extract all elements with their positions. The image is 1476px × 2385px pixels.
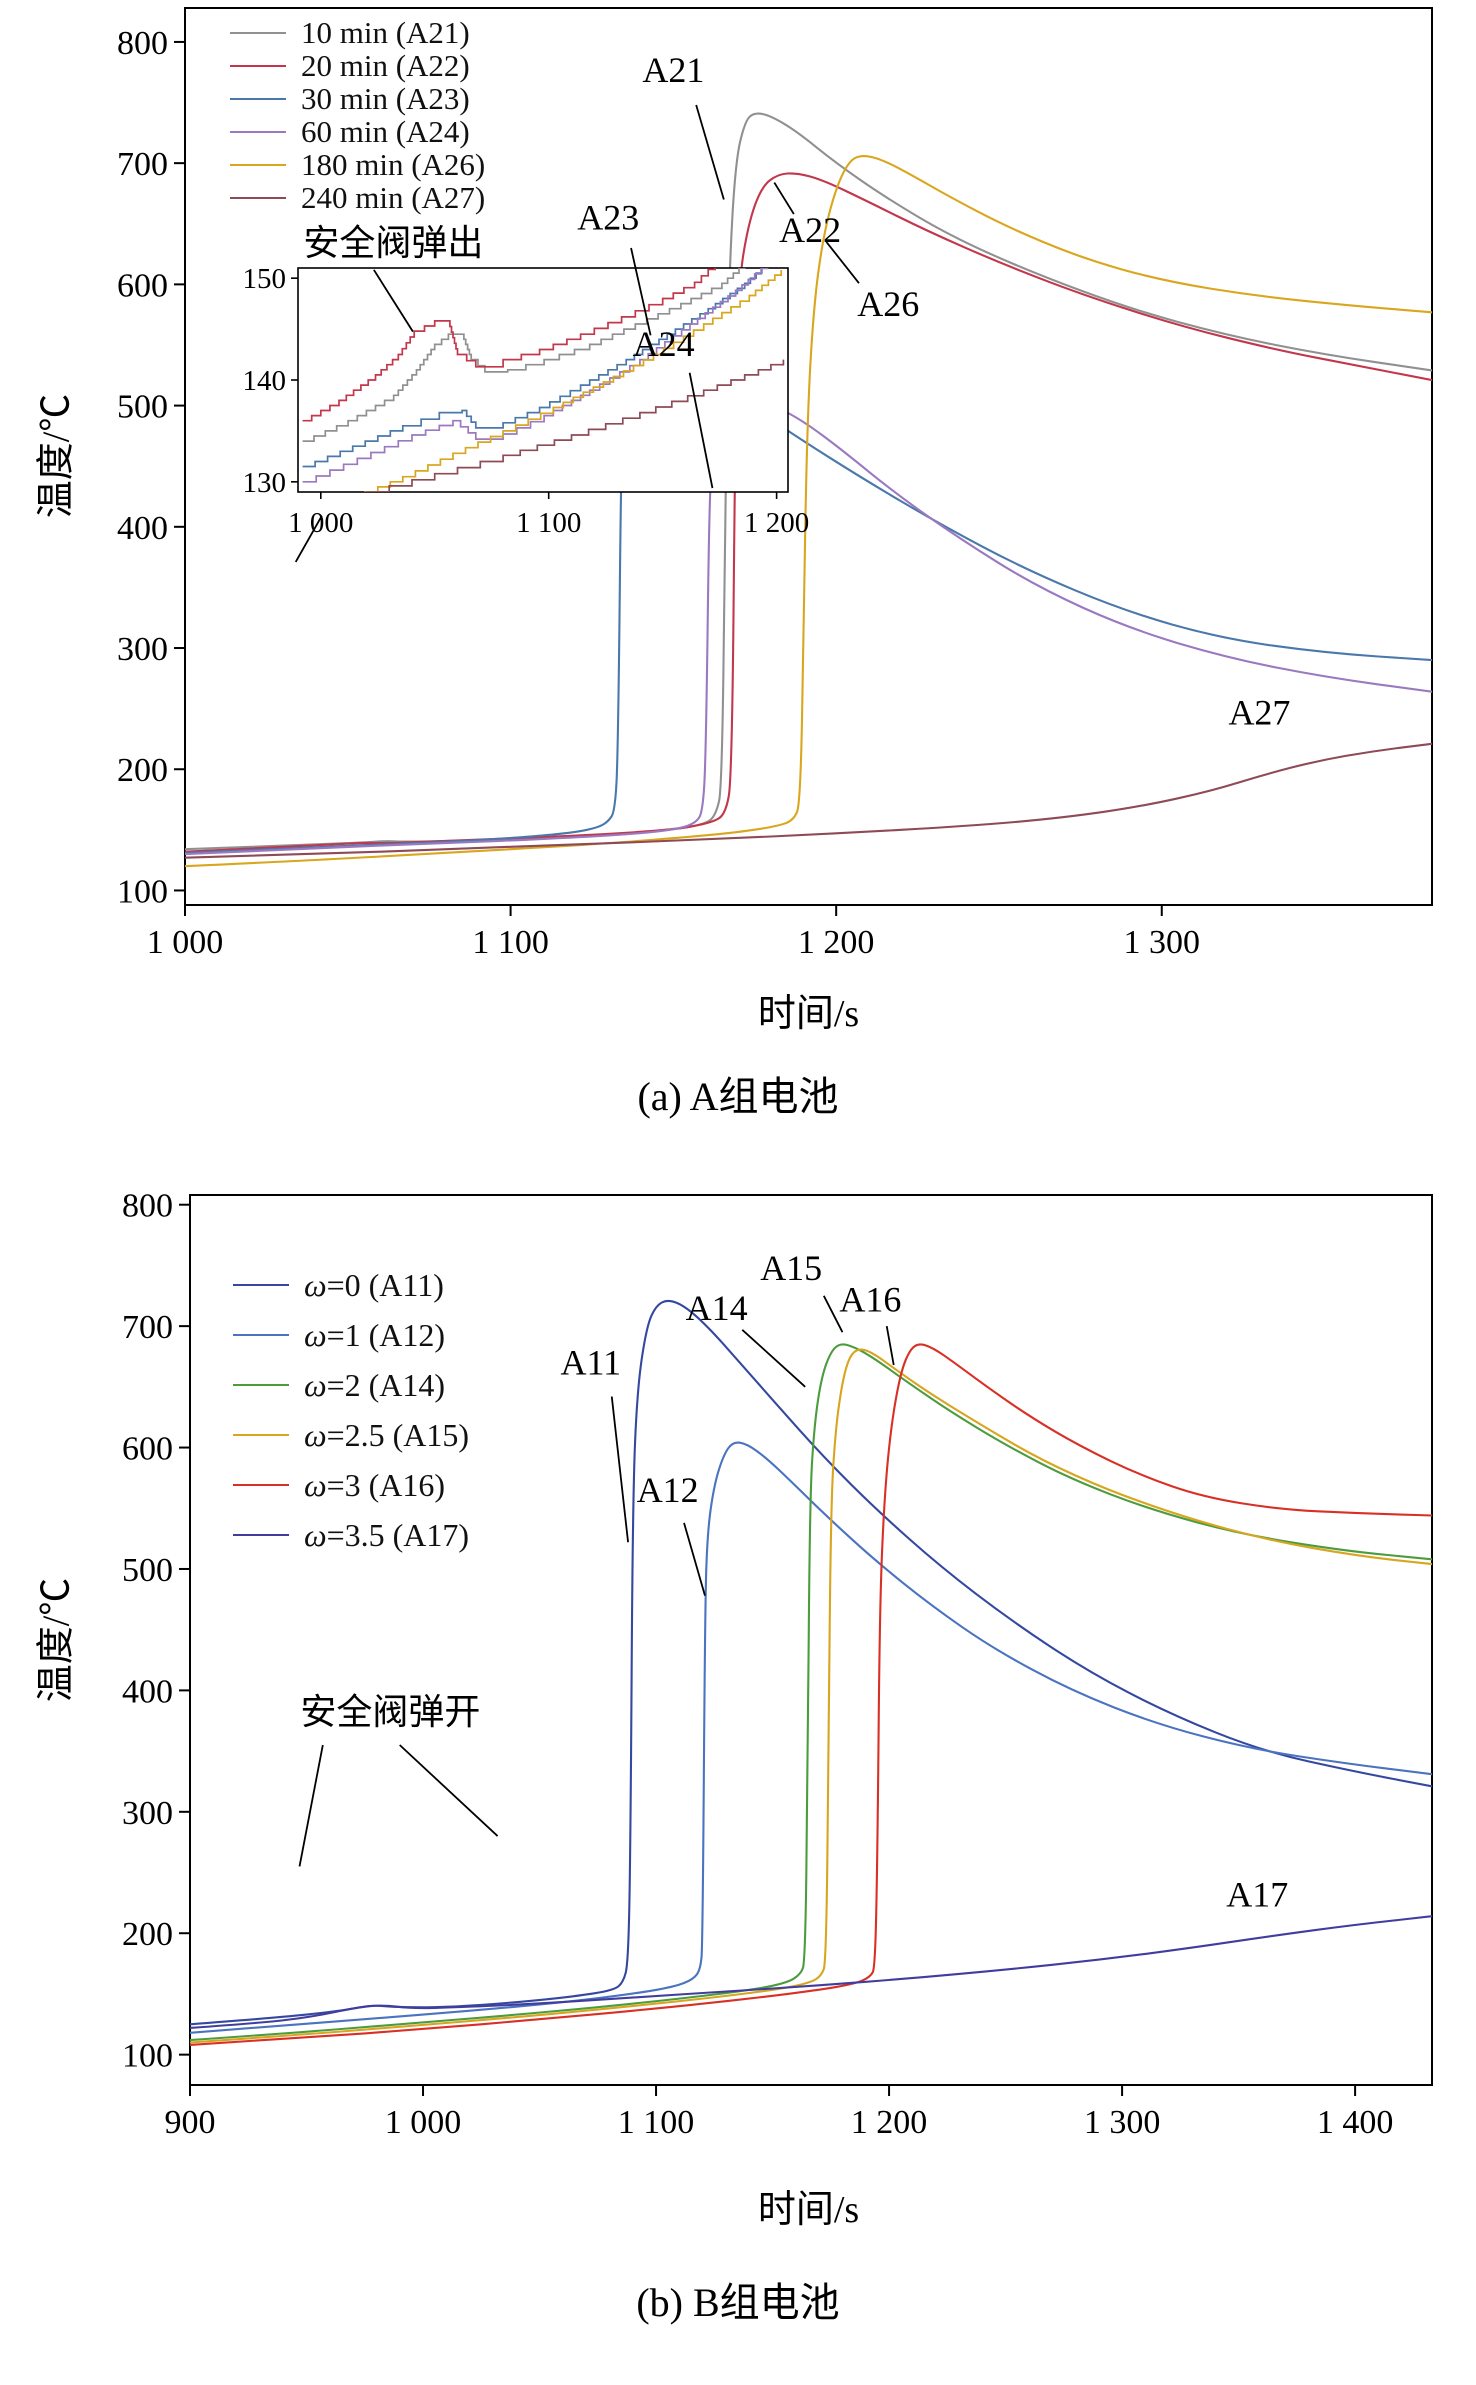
legend-item: 30 min (A23) — [230, 80, 485, 116]
legend-label: 30 min (A23) — [301, 80, 470, 116]
legend-label: 240 min (A27) — [301, 179, 486, 215]
chart-b-y-axis-title: 温度/℃ — [35, 1577, 78, 1703]
legend-label: ω=2 (A14) — [304, 1366, 446, 1403]
y-tick-label: 700 — [117, 146, 168, 183]
inset-y-tick-label: 150 — [243, 263, 287, 295]
x-tick-label: 1 100 — [472, 924, 549, 961]
legend-label: ω=3.5 (A17) — [304, 1516, 470, 1553]
legend-line-sample — [230, 130, 286, 133]
inset-series-A24 — [302, 268, 769, 483]
y-tick-label: 400 — [122, 1673, 173, 1710]
series-A15 — [190, 1348, 1432, 2044]
x-tick-label: 1 300 — [1124, 924, 1201, 961]
legend-item: ω=2 (A14) — [233, 1360, 469, 1410]
y-tick-label: 200 — [117, 752, 168, 789]
chart-a-y-axis-title: 温度/℃ — [35, 393, 78, 519]
y-tick-label: 800 — [117, 25, 168, 62]
inset-series-A21 — [302, 268, 746, 442]
y-tick-label: 600 — [117, 267, 168, 304]
chart-b-x-axis-title: 时间/s — [757, 2189, 860, 2231]
x-tick-label: 1 200 — [851, 2104, 928, 2141]
legend-line-sample — [230, 31, 286, 34]
inset-x-tick-label: 1 000 — [288, 507, 353, 539]
legend-label: 60 min (A24) — [301, 113, 470, 149]
chart-a-plot: 1 000 1 100 1 200 1 300 100 200 300 400 500 600 70… — [117, 7, 1433, 961]
legend-item: ω=2.5 (A15) — [233, 1410, 469, 1460]
chart-a-caption: (a) A组电池 — [637, 1074, 839, 1119]
series-A17 — [190, 1915, 1432, 2029]
legend-line-sample — [233, 1284, 289, 1286]
inset-plot: 1 000 1 100 1 200 130 140 150 — [243, 263, 810, 539]
legend-label: ω=0 (A11) — [304, 1266, 444, 1303]
legend-label: ω=1 (A12) — [304, 1316, 446, 1353]
y-tick-label: 400 — [117, 510, 168, 547]
y-tick-label: 700 — [122, 1309, 173, 1346]
x-tick-label: 1 200 — [798, 924, 875, 961]
y-tick-label: 500 — [117, 389, 168, 426]
y-tick-label: 500 — [122, 1552, 173, 1589]
legend-label: ω=2.5 (A15) — [304, 1416, 470, 1453]
legend-item: ω=3 (A16) — [233, 1460, 469, 1510]
x-tick-label: 1 400 — [1317, 2104, 1394, 2141]
inset-series-A26 — [364, 270, 783, 492]
legend-line-sample — [230, 97, 286, 100]
y-tick-label: 300 — [117, 631, 168, 668]
inset-y-tick-label: 140 — [243, 365, 287, 397]
series-A27 — [185, 742, 1432, 859]
legend-item: 20 min (A22) — [230, 47, 485, 83]
legend-line-sample — [230, 163, 286, 166]
legend-item: ω=1 (A12) — [233, 1310, 469, 1360]
inset-series-A27 — [365, 359, 785, 492]
chart-a-inset: 1 000 1 100 1 200 130 140 150 — [210, 258, 810, 573]
legend-label: 10 min (A21) — [301, 14, 470, 50]
legend-label: 20 min (A22) — [301, 47, 470, 83]
series-A11 — [190, 1299, 1432, 2026]
chart-b-caption: (b) B组电池 — [636, 2280, 840, 2325]
chart-b-legend: ω=0 (A11) ω=1 (A12) ω=2 (A14) ω=2.5 (A15) ω=… — [233, 1260, 469, 1560]
x-tick-label: 1 000 — [385, 2104, 462, 2141]
y-tick-label: 800 — [122, 1188, 173, 1225]
legend-line-sample — [230, 196, 286, 199]
legend-label: ω=3 (A16) — [304, 1466, 446, 1503]
legend-line-sample — [233, 1384, 289, 1386]
plot-frame — [184, 7, 1433, 906]
y-tick-label: 100 — [122, 2038, 173, 2075]
y-tick-label: 300 — [122, 1795, 173, 1832]
x-tick-label: 1 300 — [1084, 2104, 1161, 2141]
series-A16 — [190, 1343, 1432, 2046]
chart-a-x-axis-title: 时间/s — [757, 993, 860, 1035]
legend-item: 60 min (A24) — [230, 113, 485, 149]
x-tick-label: 900 — [165, 2104, 216, 2141]
legend-item: ω=3.5 (A17) — [233, 1510, 469, 1560]
legend-item: ω=0 (A11) — [233, 1260, 469, 1310]
legend-line-sample — [233, 1484, 289, 1486]
inset-x-tick-label: 1 200 — [744, 507, 809, 539]
chart-a-legend: 10 min (A21) 20 min (A22) 30 min (A23) 60 m… — [230, 14, 486, 215]
legend-item: 180 min (A26) — [230, 146, 486, 182]
inset-y-tick-label: 130 — [243, 467, 287, 499]
legend-line-sample — [230, 64, 286, 67]
y-tick-label: 600 — [122, 1431, 173, 1468]
series-A12 — [190, 1441, 1432, 2034]
y-tick-label: 100 — [117, 873, 168, 910]
legend-item: 10 min (A21) — [230, 14, 485, 50]
x-tick-label: 1 100 — [618, 2104, 695, 2141]
legend-item: 240 min (A27) — [230, 179, 486, 215]
chart-b-plot: 900 1 000 1 100 1 200 1 300 1 400 100 200 300 400… — [122, 1188, 1433, 2141]
y-tick-label: 200 — [122, 1916, 173, 1953]
legend-line-sample — [233, 1434, 289, 1436]
inset-x-tick-label: 1 100 — [516, 507, 581, 539]
chart-a: 1 000 1 100 1 200 1 300 100 200 300 400 500 600 70… — [0, 0, 1476, 1130]
series-A14 — [190, 1343, 1432, 2042]
x-tick-label: 1 000 — [147, 924, 224, 961]
legend-line-sample — [233, 1334, 289, 1336]
plot-frame — [189, 1194, 1433, 2086]
legend-label: 180 min (A26) — [301, 146, 486, 182]
chart-b: 900 1 000 1 100 1 200 1 300 1 400 100 200 300 400… — [0, 1130, 1476, 2385]
legend-line-sample — [233, 1534, 289, 1536]
